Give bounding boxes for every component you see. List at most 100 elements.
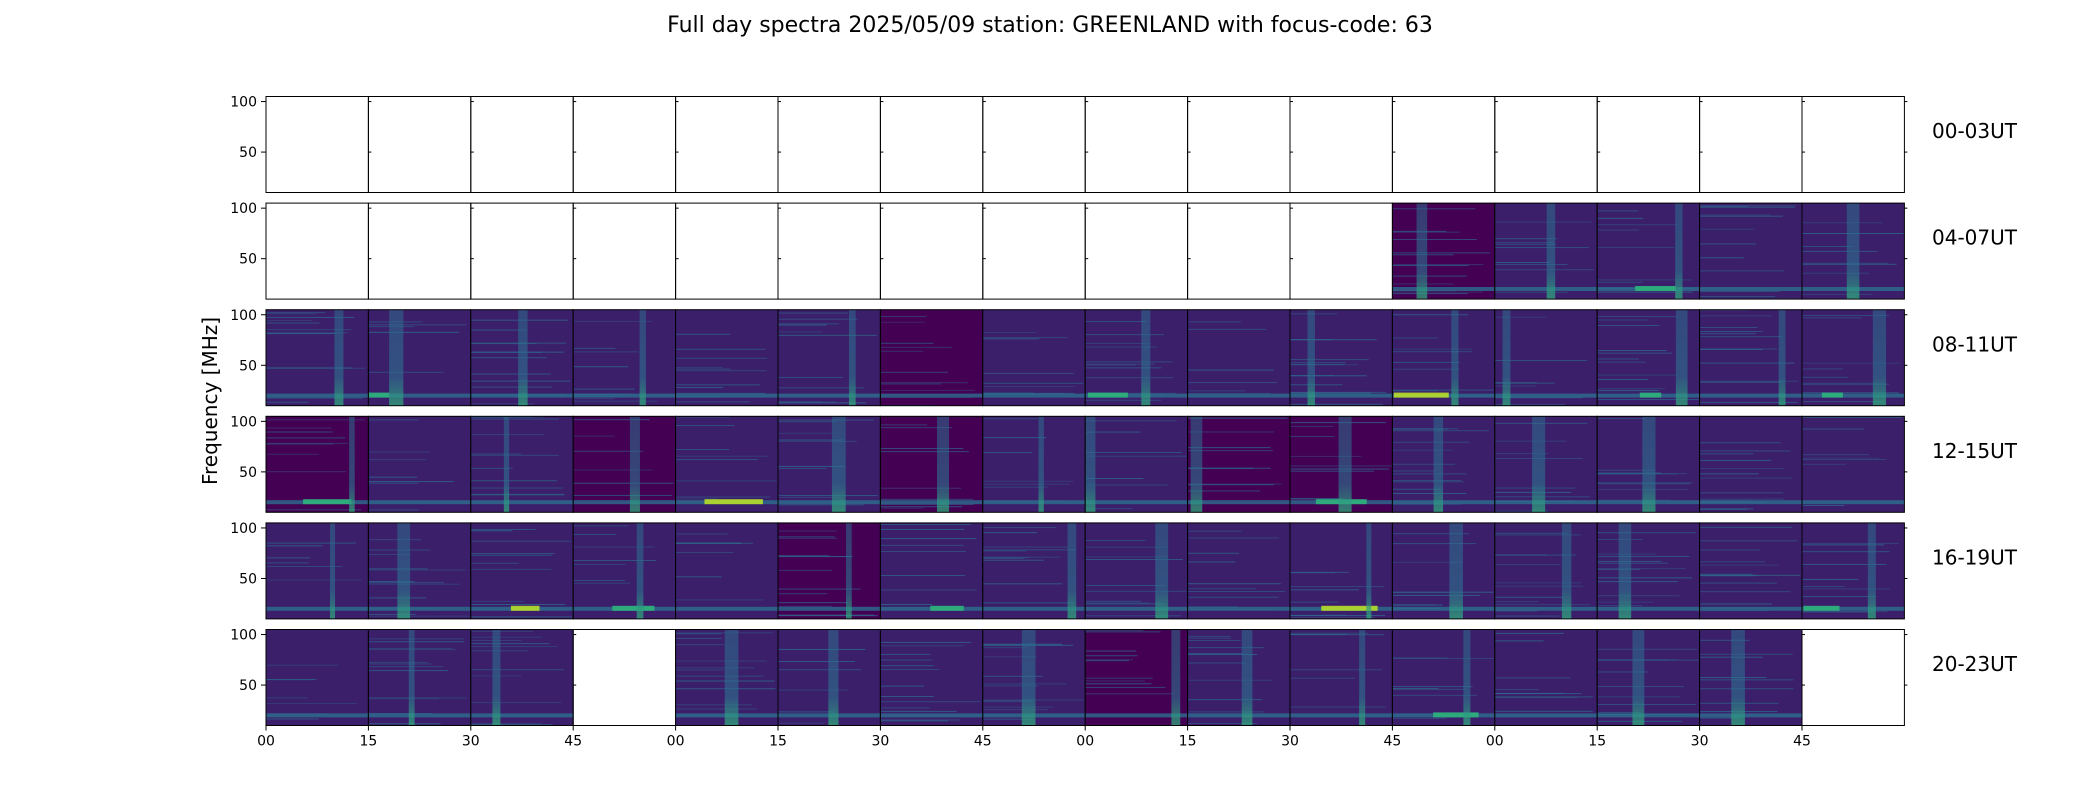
spectrum-panel <box>777 96 884 193</box>
spectrum-panel <box>470 415 577 513</box>
spectrum-panel <box>265 202 372 300</box>
spectrum-panel <box>777 202 884 300</box>
spectrum-panel <box>982 415 1089 513</box>
row-label: 08-11UT <box>1932 332 2018 356</box>
spectrum-panel <box>367 96 474 193</box>
spectrum-panel <box>675 629 781 726</box>
spectrum-panel <box>1289 96 1396 193</box>
spectrum-panel <box>470 522 577 620</box>
spectrum-panel <box>879 415 986 513</box>
spectrum-panel <box>1801 202 1908 300</box>
spectrum-panel <box>777 415 884 513</box>
spectrum-panel <box>982 629 1089 726</box>
y-tick-label: 50 <box>239 571 257 587</box>
y-tick-label: 100 <box>230 308 257 324</box>
spectrum-panel <box>1596 96 1703 193</box>
x-tick-label: 00 <box>257 734 275 750</box>
spectrum-panel <box>675 415 781 513</box>
y-tick-label: 50 <box>239 358 257 374</box>
spectrum-panel <box>675 96 781 193</box>
y-tick-label: 100 <box>230 628 257 644</box>
spectrum-panel <box>1801 96 1908 193</box>
x-tick-label: 30 <box>462 734 480 750</box>
spectrum-panel <box>1699 309 1805 407</box>
spectrum-panel <box>1391 415 1498 513</box>
spectrum-panel <box>1494 629 1601 726</box>
spectrum-panel <box>1801 629 1908 726</box>
spectrum-panel <box>1596 629 1703 726</box>
spectrum-panel <box>470 309 577 407</box>
spectrum-panel <box>1801 309 1908 407</box>
spectrum-panel <box>572 309 679 407</box>
spectrum-panel <box>1699 96 1805 193</box>
x-tick-label: 30 <box>871 734 889 750</box>
spectrum-panel <box>1391 309 1498 407</box>
y-tick-label: 50 <box>239 678 257 694</box>
spectrum-panel <box>470 96 577 193</box>
spectrum-panel <box>1596 522 1703 620</box>
spectrum-panel <box>1187 415 1293 513</box>
row-label: 12-15UT <box>1932 439 2018 463</box>
y-tick-label: 50 <box>239 145 257 161</box>
spectrum-panel <box>1289 202 1396 300</box>
spectrum-panel <box>879 309 986 407</box>
spectrum-panel <box>1187 202 1293 300</box>
x-tick-label: 45 <box>1793 734 1811 750</box>
x-tick-label: 00 <box>667 734 685 750</box>
spectrum-panel <box>470 629 577 726</box>
spectrum-panel <box>1187 309 1293 407</box>
spectrum-panel <box>1699 522 1805 620</box>
spectrum-panel <box>1699 415 1805 513</box>
spectrum-panel <box>1187 522 1293 620</box>
y-tick-label: 50 <box>239 252 257 268</box>
spectrum-panel <box>982 309 1089 407</box>
spectrum-panel <box>1289 629 1396 726</box>
spectrum-panel <box>1494 415 1601 513</box>
spectrum-panel <box>1289 522 1396 620</box>
spectrum-panel <box>265 415 372 513</box>
spectrum-panel <box>367 309 474 407</box>
spectrum-panel <box>1494 96 1601 193</box>
y-axis-label: Frequency [MHz] <box>198 317 222 485</box>
spectrum-panel <box>1801 522 1908 620</box>
spectrum-panel <box>265 629 372 726</box>
spectrum-panel <box>1187 629 1293 726</box>
x-tick-label: 30 <box>1691 734 1709 750</box>
spectrum-panel <box>1391 629 1498 726</box>
spectrum-panel <box>777 522 884 620</box>
spectrum-panel <box>1699 629 1805 726</box>
spectrum-panel <box>367 522 474 620</box>
spectrum-panel <box>879 96 986 193</box>
spectrum-panel <box>1084 522 1191 620</box>
row-label: 00-03UT <box>1932 119 2018 143</box>
x-tick-label: 00 <box>1486 734 1504 750</box>
y-tick-label: 100 <box>230 95 257 111</box>
chart-title: Full day spectra 2025/05/09 station: GRE… <box>667 13 1433 38</box>
spectrum-panel <box>367 629 474 726</box>
spectrum-panel <box>1084 202 1191 300</box>
spectrum-panel <box>675 202 781 300</box>
x-tick-label: 45 <box>564 734 582 750</box>
spectrum-panel <box>879 629 986 726</box>
spectrum-panel <box>572 522 679 620</box>
spectrum-panel <box>1084 96 1191 193</box>
spectrum-panel <box>1494 309 1601 407</box>
spectrum-panel <box>1494 522 1601 620</box>
x-tick-label: 00 <box>1076 734 1094 750</box>
y-tick-label: 50 <box>239 465 257 481</box>
spectrum-panel <box>675 522 781 620</box>
spectrum-panel <box>1084 415 1191 513</box>
spectrum-panel <box>982 202 1089 300</box>
spectrum-panel <box>1289 415 1396 513</box>
spectrum-panel <box>367 202 474 300</box>
spectrum-panel <box>265 522 372 620</box>
spectrum-panel <box>265 96 372 193</box>
spectrum-panel <box>1699 202 1805 300</box>
spectrum-panel <box>982 522 1089 620</box>
spectrum-panel <box>1596 415 1703 513</box>
spectrum-panel <box>777 629 884 726</box>
panel-grid: 50 100 00-03UT 50 100 04-07UT 50 100 08-11UT 50 10… <box>230 95 2017 750</box>
row-label: 04-07UT <box>1932 226 2018 250</box>
y-tick-label: 100 <box>230 201 257 217</box>
